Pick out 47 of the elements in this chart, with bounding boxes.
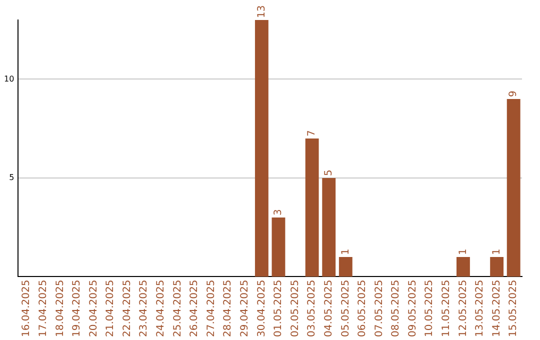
x-tick-label: 03.05.2025 xyxy=(306,280,318,338)
x-tick-label: 20.04.2025 xyxy=(88,280,100,338)
x-tick-label: 16.04.2025 xyxy=(21,280,32,338)
x-tick-label: 08.05.2025 xyxy=(390,280,402,338)
bar xyxy=(322,178,336,277)
x-tick-label: 19.04.2025 xyxy=(72,280,83,338)
x-tick-label: 24.04.2025 xyxy=(156,280,167,338)
bar xyxy=(305,138,319,277)
bar xyxy=(338,256,352,277)
x-tick-label: 11.05.2025 xyxy=(441,280,452,338)
x-tick-label: 23.04.2025 xyxy=(138,280,150,338)
data-label: 1 xyxy=(340,248,352,255)
x-tick-label: 30.04.2025 xyxy=(256,280,268,338)
x-tick-label: 26.04.2025 xyxy=(189,280,200,338)
data-label: 1 xyxy=(491,248,502,255)
data-label: 9 xyxy=(508,90,520,97)
x-tick-label: 09.05.2025 xyxy=(407,280,418,338)
data-label: 1 xyxy=(458,248,469,255)
y-tick-label: 10 xyxy=(4,74,14,84)
x-tick-label: 18.04.2025 xyxy=(54,280,66,338)
data-label: 7 xyxy=(306,130,318,136)
x-tick-label: 14.05.2025 xyxy=(491,280,502,338)
x-tick-label: 28.04.2025 xyxy=(222,280,234,338)
bar xyxy=(272,217,286,277)
x-tick-label: 12.05.2025 xyxy=(458,280,469,338)
bar xyxy=(456,256,470,277)
x-tick-label: 05.05.2025 xyxy=(340,280,352,338)
x-tick-label: 17.04.2025 xyxy=(38,280,49,338)
x-tick-label: 22.04.2025 xyxy=(122,280,133,338)
x-tick-label: 04.05.2025 xyxy=(323,280,334,338)
x-tick-label: 29.04.2025 xyxy=(239,280,250,338)
data-label: 13 xyxy=(256,5,268,18)
data-label: 5 xyxy=(323,170,334,176)
x-tick-label: 01.05.2025 xyxy=(273,280,284,338)
x-tick-label: 15.05.2025 xyxy=(508,280,520,338)
x-tick-label: 10.05.2025 xyxy=(424,280,436,338)
bar xyxy=(506,99,520,277)
x-tick-label: 02.05.2025 xyxy=(290,280,301,338)
data-label: 3 xyxy=(273,209,284,216)
x-tick-label: 27.04.2025 xyxy=(206,280,217,338)
bar xyxy=(254,20,268,277)
x-tick-label: 06.05.2025 xyxy=(357,280,368,338)
bar xyxy=(490,256,504,277)
x-tick-label: 07.05.2025 xyxy=(374,280,385,338)
x-tick-label: 21.04.2025 xyxy=(105,280,116,338)
x-tick-label: 13.05.2025 xyxy=(474,280,486,338)
x-tick-label: 25.04.2025 xyxy=(172,280,184,338)
